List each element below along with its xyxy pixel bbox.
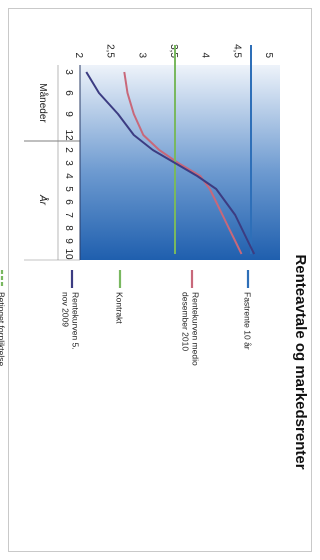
legend-item: Kontrakt bbox=[115, 270, 125, 324]
legend-item: Rentekurven 5.nov 2009 bbox=[61, 270, 81, 350]
x-tick-label-year: 2 bbox=[63, 147, 74, 153]
x-tick-label-year: 3 bbox=[63, 160, 74, 166]
x-tick-label-month: 3 bbox=[63, 69, 74, 75]
series-line-1 bbox=[123, 71, 243, 255]
x-tick-label-year: 7 bbox=[63, 212, 74, 218]
x-tick-label-month: 9 bbox=[63, 111, 74, 117]
x-tick-label-year: 10 bbox=[63, 248, 74, 260]
x-tick-label-month: 12 bbox=[63, 129, 74, 141]
x-axis-label-years: År bbox=[37, 194, 50, 206]
x-tick-label-year: 5 bbox=[63, 186, 74, 192]
legend-item: Fastrente 10 år bbox=[243, 270, 253, 350]
legend-item: Betinget forpliktelse bbox=[0, 270, 7, 366]
y-tick-label: 2 bbox=[73, 52, 84, 58]
x-tick-label-year: 8 bbox=[63, 225, 74, 231]
chart-title: Renteavtale og markedsrenter bbox=[292, 254, 309, 469]
legend-item: Rentekurven mediodesember 2010 bbox=[181, 270, 201, 366]
x-axis-label-months: Måneder bbox=[37, 83, 49, 123]
y-tick-label: 3 bbox=[136, 52, 147, 58]
plot-area bbox=[80, 65, 280, 260]
x-tick-label-year: 6 bbox=[63, 199, 74, 205]
y-tick-label: 4 bbox=[200, 52, 211, 58]
x-tick-label-year: 4 bbox=[63, 173, 74, 179]
legend-label: Rentekurven mediodesember 2010 bbox=[181, 292, 201, 366]
y-tick-label: 3,5 bbox=[168, 44, 179, 58]
x-tick-label-month: 6 bbox=[63, 90, 74, 96]
y-tick-label: 4,5 bbox=[231, 44, 242, 58]
legend-label: Betinget forpliktelse bbox=[0, 292, 7, 366]
legend-label: Fastrente 10 år bbox=[243, 292, 253, 350]
series-line-3 bbox=[85, 71, 256, 255]
y-tick-label: 5 bbox=[263, 52, 274, 58]
x-tick-label-year: 9 bbox=[63, 238, 74, 244]
legend-label: Rentekurven 5.nov 2009 bbox=[61, 292, 81, 350]
y-tick-label: 2,5 bbox=[105, 44, 116, 58]
legend-label: Kontrakt bbox=[115, 292, 125, 324]
